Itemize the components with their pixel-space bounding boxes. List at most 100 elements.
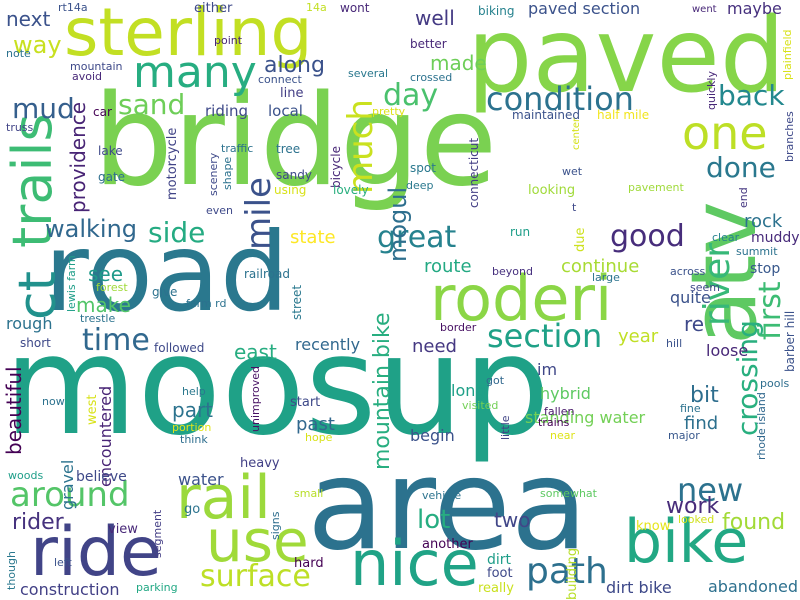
word-got: got [486,374,505,387]
word-wont: wont [340,1,370,15]
word-run: run [510,225,531,239]
word-deep: deep [406,179,434,192]
word-pools: pools [760,377,790,390]
word-plainfield: plainfield [781,29,794,80]
word-hope: hope [305,431,333,444]
word-made: made [430,51,487,75]
word-though: though [5,551,18,590]
word-trestle: trestle [80,312,116,325]
word-pretty: pretty [372,105,406,118]
word-standing-water: standing water [525,408,646,427]
word-need: need [412,336,457,357]
word-part: part [172,398,214,422]
word-maintained: maintained [512,108,580,122]
word-portion: portion [172,421,212,434]
word-dirt-bike: dirt bike [606,578,672,597]
word-providence: providence [66,101,90,213]
word-mogul: mogul [384,186,412,262]
word-condition: condition [486,80,634,118]
word-mud: mud [12,92,75,125]
word-rt14a: rt14a [58,1,88,14]
word-end: end [737,187,750,208]
word-moosup: moosup [4,307,551,466]
word-state: state [290,227,336,248]
word-now: now [42,395,65,408]
word-dirt: dirt [487,552,512,568]
word-bike: bike [624,507,749,577]
word-ride: ride [30,513,162,592]
word-bridge: bridge [93,67,498,214]
word-point: point [214,34,243,47]
word-back: back [718,79,785,112]
word-rough: rough [6,314,53,333]
word-heavy: heavy [240,456,280,471]
word-past: past [296,414,335,435]
word-either: either [194,1,233,16]
word-muddy: muddy [751,230,800,246]
word-even: even [206,204,234,217]
word-route: route [424,256,472,277]
word-wet: wet [562,165,583,178]
word-next: next [6,7,51,31]
word-several: several [348,67,389,80]
word-farm-rd: farm rd [186,297,227,310]
word-construction: construction [20,580,120,599]
word-lewis-farm: lewis farm [65,255,78,312]
word-left: left [54,556,72,569]
word-center: center [571,117,582,150]
word-beautiful: beautiful [2,366,26,455]
word-building: building [565,547,580,600]
word-help: help [182,385,206,398]
word-im: im [537,360,558,379]
word-mountain-bike: mountain bike [370,312,395,470]
word-t: t [572,201,577,214]
word-view: view [108,522,138,537]
word-barber-hill: barber hill [783,310,797,372]
word-riding: riding [205,102,249,120]
word-hybrid: hybrid [540,384,591,403]
word-start: start [290,395,321,410]
word-seem: seem [690,281,720,294]
word-line: line [280,86,304,101]
word-continue: continue [561,256,640,277]
word-re: re [684,312,705,336]
word-avoid: avoid [72,70,103,83]
word-traffic: traffic [221,142,254,155]
word-scenery: scenery [207,152,220,196]
word-go: go [184,502,201,517]
word-west: west [85,394,100,425]
word-using: using [274,183,307,197]
word-sandy: sandy [276,168,312,182]
word-gravel: gravel [58,459,77,510]
word-really: really [478,581,514,596]
word-lovely: lovely [333,183,369,197]
word-major: major [668,429,700,442]
word-beyond: beyond [492,265,533,278]
word-one: one [682,106,768,160]
word-day: day [383,78,439,113]
word-two: two [494,508,531,532]
word-gate: gate [98,170,126,184]
word-large: large [592,271,620,284]
word-quite: quite [670,288,711,307]
word-section: section [487,317,603,355]
word-car: car [93,105,112,119]
word-paved-section: paved section [528,0,641,18]
word-abandoned: abandoned [708,577,798,596]
word-border: border [440,321,477,334]
word-rock: rock [744,211,783,232]
word-woods: woods [8,469,44,482]
word-bicycle: bicycle [329,146,343,188]
word-across: across [670,265,706,278]
word-clear: clear [712,231,740,244]
word-somewhat: somewhat [540,487,597,500]
word-unimproved: unimproved [249,366,262,432]
word-done: done [706,151,776,184]
word-railroad: railroad [244,267,290,281]
word-branches: branches [783,111,796,162]
word-mile: mile [239,177,279,250]
word-connect: connect [258,73,302,86]
word-forest: forest [96,281,128,294]
word-many: many [133,47,257,98]
word-looked: looked [678,513,715,526]
